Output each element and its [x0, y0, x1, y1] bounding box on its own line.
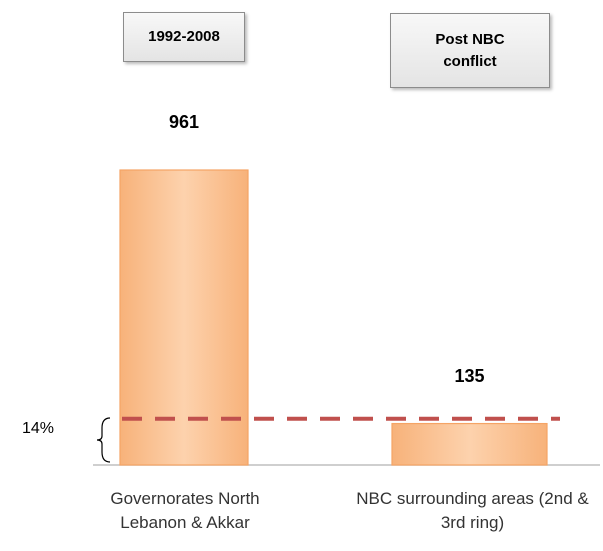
bar [119, 169, 249, 466]
annotation-box: Post NBC conflict [390, 13, 550, 88]
reference-label: 14% [22, 420, 55, 437]
x-tick-label: NBC surrounding areas (2nd & 3rd ring) [356, 489, 589, 532]
brace [96, 417, 111, 463]
x-tick-label: Governorates North Lebanon & Akkar [110, 489, 260, 532]
annotation-box: 1992-2008 [123, 12, 245, 62]
bar [391, 422, 548, 466]
value-label: 135 [454, 365, 485, 386]
value-label: 961 [168, 112, 200, 132]
